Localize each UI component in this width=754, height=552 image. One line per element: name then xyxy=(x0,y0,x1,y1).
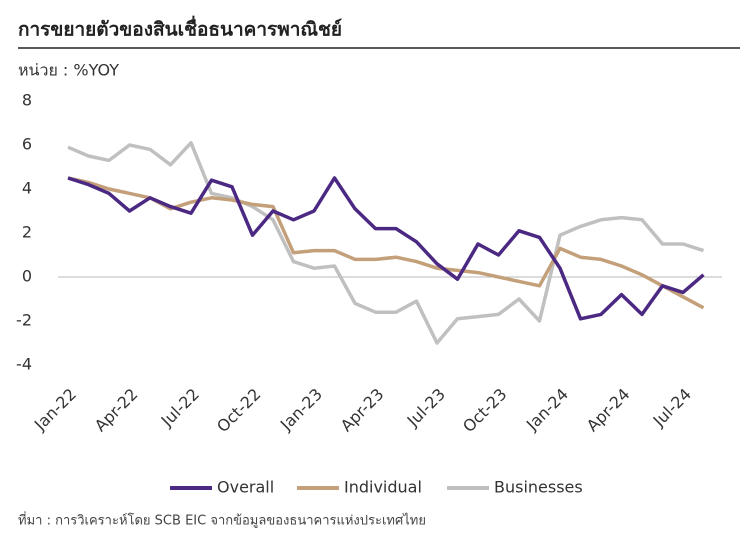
y-tick-label: -4 xyxy=(16,355,32,374)
legend-label: Businesses xyxy=(494,478,583,497)
source: ที่มา : การวิเคราะห์โดย SCB EIC จากข้อมู… xyxy=(18,512,426,529)
y-tick-label: 6 xyxy=(22,135,32,154)
x-tick-label: Jul-23 xyxy=(403,385,449,431)
x-tick-label: Apr-23 xyxy=(337,385,388,436)
x-tick-label: Apr-22 xyxy=(91,385,142,436)
x-tick-label: Jul-22 xyxy=(157,385,203,431)
line-series xyxy=(67,176,705,310)
y-tick-label: 2 xyxy=(22,223,32,242)
line-series xyxy=(67,141,705,345)
x-tick-label: Jul-24 xyxy=(649,385,695,431)
y-tick-label: -2 xyxy=(16,311,32,330)
legend-label: Overall xyxy=(217,478,274,497)
y-tick-label: 4 xyxy=(22,179,32,198)
unit-label: หน่วย : %YOY xyxy=(18,61,119,80)
y-tick-label: 0 xyxy=(22,267,32,286)
legend-label: Individual xyxy=(344,478,422,497)
x-tick-label: Jan-23 xyxy=(276,385,326,435)
x-tick-label: Oct-22 xyxy=(213,385,264,436)
chart-title: การขยายตัวของสินเชื่อธนาคารพาณิชย์ xyxy=(18,16,342,41)
x-tick-label: Apr-24 xyxy=(583,385,634,436)
x-tick-label: Jan-24 xyxy=(522,385,572,435)
x-tick-label: Oct-23 xyxy=(459,385,510,436)
line-series xyxy=(67,176,705,321)
x-tick-label: Jan-22 xyxy=(30,385,80,435)
y-tick-label: 8 xyxy=(22,91,32,110)
